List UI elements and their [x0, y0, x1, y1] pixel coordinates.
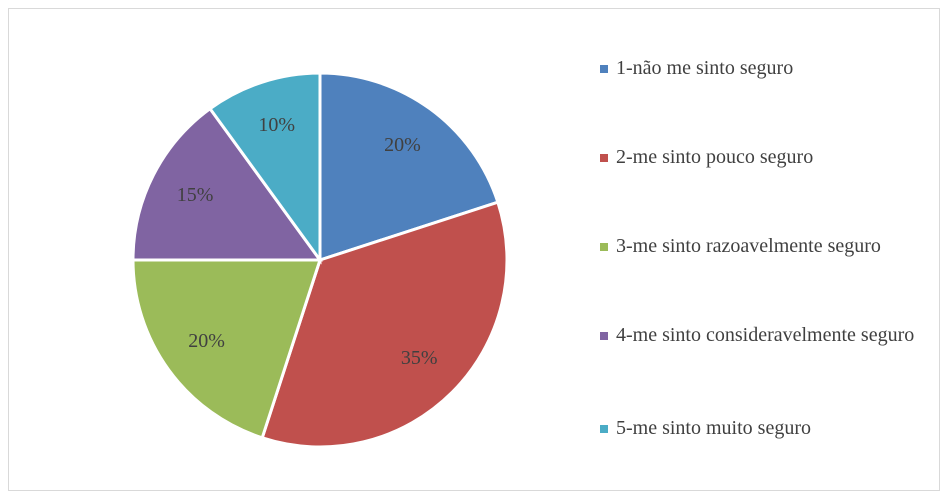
legend-swatch — [600, 154, 608, 162]
data-label: 10% — [258, 114, 295, 136]
pie-slice — [318, 71, 500, 263]
data-label: 20% — [384, 134, 421, 156]
data-label: 15% — [177, 184, 214, 206]
pie-slice — [207, 71, 322, 265]
data-label: 35% — [401, 347, 438, 369]
legend-swatch — [600, 332, 608, 340]
pie-slice — [131, 106, 323, 262]
chart-frame — [8, 8, 940, 491]
legend-swatch — [600, 65, 608, 73]
legend-label: 4-me sinto consideravelmente seguro — [616, 324, 915, 346]
legend-swatch — [600, 425, 608, 433]
legend-label: 1-não me sinto seguro — [616, 57, 794, 79]
legend-item: 4-me sinto consideravelmente seguro — [600, 322, 940, 349]
legend-item: 5-me sinto muito seguro — [600, 415, 940, 442]
legend-label: 3-me sinto razoavelmente seguro — [616, 235, 881, 257]
pie-slice — [131, 258, 323, 440]
legend-item: 1-não me sinto seguro — [600, 55, 940, 82]
legend-item: 2-me sinto pouco seguro — [600, 144, 940, 171]
legend-label: 5-me sinto muito seguro — [616, 417, 811, 439]
pie-slice — [260, 200, 509, 449]
legend-swatch — [600, 243, 608, 251]
data-label: 20% — [188, 330, 225, 352]
legend-item: 3-me sinto razoavelmente seguro — [600, 233, 940, 260]
legend-label: 2-me sinto pouco seguro — [616, 146, 814, 168]
